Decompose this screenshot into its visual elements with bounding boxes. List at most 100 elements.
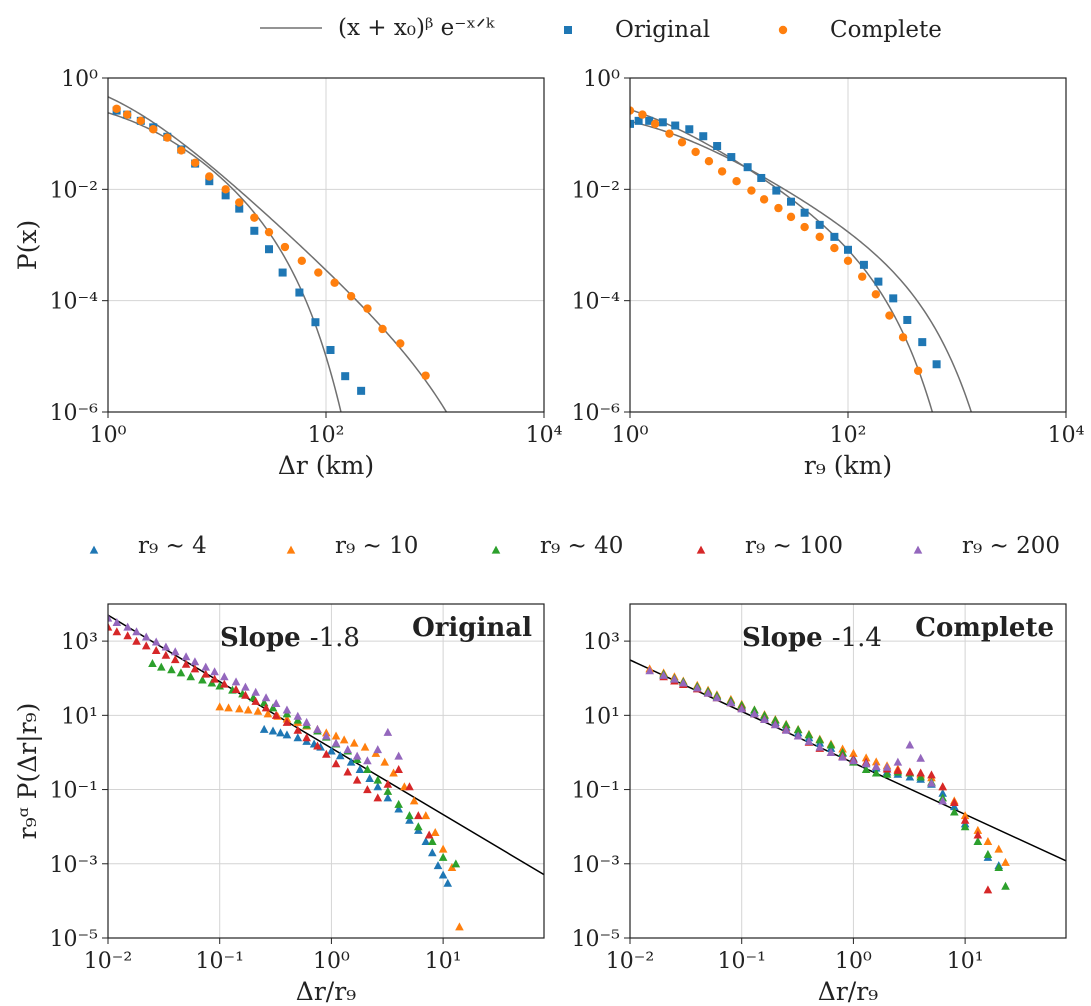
y-tick-label: 10⁻¹ <box>50 779 98 804</box>
data-point <box>235 204 244 213</box>
legend-item-r-100: r₉ ∼ 100 <box>696 533 843 559</box>
data-point <box>938 782 948 791</box>
data-point <box>838 752 847 761</box>
data-point <box>699 132 708 141</box>
data-point <box>692 683 702 692</box>
legend-top: (x + x₀)ᵝ e⁻ˣᐟᵏ Original Complete <box>260 15 942 43</box>
data-point <box>638 110 647 119</box>
data-point <box>670 674 679 683</box>
data-point <box>973 825 983 834</box>
data-point <box>373 782 383 791</box>
plot-area <box>108 96 448 412</box>
data-point <box>346 292 356 301</box>
data-point <box>313 741 322 750</box>
data-point <box>918 338 927 347</box>
data-point <box>815 232 824 242</box>
data-point <box>983 837 993 846</box>
data-point <box>759 195 769 204</box>
data-point <box>313 724 322 733</box>
data-point <box>903 315 912 324</box>
x-tick-label: 10⁻² <box>84 949 132 974</box>
data-point <box>363 304 372 313</box>
slope-annotation: Slope -1.8 <box>220 623 360 653</box>
data-point <box>885 311 894 320</box>
data-point <box>800 222 809 232</box>
data-point <box>251 687 261 696</box>
legend-label: (x + x₀)ᵝ e⁻ˣᐟᵏ <box>338 15 495 41</box>
data-point <box>630 119 634 128</box>
legend-label: Complete <box>830 17 942 43</box>
data-point <box>927 770 936 779</box>
x-tick-label: 10¹ <box>425 949 462 974</box>
y-tick-label: 10⁻⁶ <box>572 401 621 426</box>
data-point <box>205 177 214 186</box>
data-point <box>170 647 180 656</box>
data-point <box>905 767 915 776</box>
axes-frame <box>629 603 1067 939</box>
data-point <box>438 870 448 879</box>
y-tick-label: 10¹ <box>583 704 620 729</box>
data-point <box>815 735 825 744</box>
data-point <box>405 782 414 791</box>
data-point <box>757 173 766 182</box>
data-point <box>261 693 271 702</box>
data-point <box>737 704 747 713</box>
data-point <box>994 862 1004 871</box>
data-point <box>786 212 796 222</box>
data-point <box>421 371 430 380</box>
data-point <box>830 232 839 241</box>
data-point <box>787 197 796 206</box>
fit-curve-original <box>630 120 973 412</box>
data-point <box>771 720 780 729</box>
data-point <box>871 290 881 299</box>
data-point <box>220 679 229 688</box>
data-point <box>659 670 668 679</box>
data-point <box>251 696 261 705</box>
y-tick-label: 10⁻² <box>50 178 98 203</box>
data-point <box>726 698 736 707</box>
x-axis-label: Δr (km) <box>278 451 374 480</box>
data-point <box>849 748 858 757</box>
data-point <box>263 709 273 718</box>
data-point <box>327 746 336 755</box>
data-point <box>151 646 161 655</box>
data-point <box>913 366 923 375</box>
y-tick-label: 10⁻¹ <box>572 779 620 804</box>
panel-bottom-right: 10⁻² 10⁻¹ 10⁰ 10¹ 10³ 10¹ 10⁻¹ 10⁻³ 10⁻⁵ Δr/r₉ Com… <box>572 603 1067 1006</box>
y-tick-label: 10⁻² <box>572 178 620 203</box>
data-point <box>357 386 366 395</box>
grid <box>629 77 1067 413</box>
data-point <box>224 703 233 712</box>
data-point <box>210 674 219 683</box>
y-tick-label: 10³ <box>61 630 98 655</box>
series-complete <box>112 104 430 380</box>
y-tick-label: 10⁰ <box>583 67 620 92</box>
data-point <box>430 828 440 837</box>
data-point <box>380 757 390 766</box>
data-point <box>394 764 403 773</box>
x-tick-label: 10² <box>830 423 867 448</box>
data-point <box>293 733 303 742</box>
data-point <box>727 153 736 162</box>
data-point <box>849 756 858 765</box>
legend-item-r-10: r₉ ∼ 10 <box>286 533 418 559</box>
data-point <box>373 745 383 754</box>
data-point <box>927 778 936 787</box>
data-point <box>771 715 780 724</box>
series-r-100 <box>659 672 993 894</box>
data-point <box>691 147 700 157</box>
plot-area <box>630 659 1066 894</box>
data-point <box>363 756 372 765</box>
data-point <box>443 878 453 887</box>
data-point <box>859 260 868 269</box>
data-point <box>170 655 180 664</box>
data-point <box>282 705 292 714</box>
legend-marker <box>564 26 572 34</box>
data-point <box>278 268 287 277</box>
data-point <box>949 802 959 811</box>
y-tick-label: 10⁻⁵ <box>50 927 98 952</box>
data-point <box>858 272 867 281</box>
data-point <box>427 848 437 857</box>
data-point <box>893 765 903 774</box>
data-point <box>421 811 431 820</box>
